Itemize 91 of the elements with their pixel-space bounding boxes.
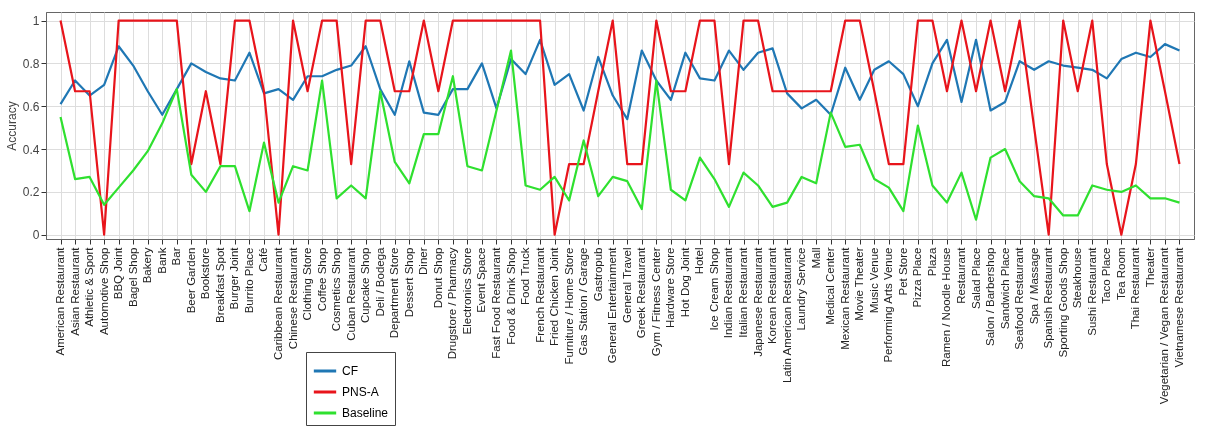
- x-tick-label: Deli / Bodega: [373, 246, 386, 317]
- x-tick-label: Spa / Massage: [1027, 247, 1040, 325]
- x-tick-label: Bar: [170, 247, 183, 266]
- x-tick-label: Restaurant: [954, 246, 967, 304]
- x-tick-label: Hot Dog Joint: [678, 246, 691, 318]
- x-tick-label: Thai Restaurant: [1129, 246, 1142, 330]
- x-tick-label: Sporting Goods Shop: [1056, 247, 1069, 358]
- x-tick-label: Bakery: [141, 247, 154, 284]
- x-tick-label: Electronics Store: [460, 247, 473, 335]
- x-tick-label: Plaza: [925, 246, 938, 277]
- x-tick-label: Cuban Restaurant: [344, 246, 357, 341]
- x-tick-label: Movie Theater: [853, 247, 866, 321]
- x-tick-label: Tea Room: [1114, 247, 1127, 300]
- x-tick-label: Italian Restaurant: [737, 246, 750, 338]
- x-tick-label: General Travel: [620, 247, 633, 323]
- x-tick-label: Theater: [1143, 247, 1156, 288]
- x-tick-label: Diner: [417, 247, 430, 275]
- x-tick-label: Clothing Store: [301, 247, 314, 321]
- y-tick-label: 0.6: [22, 99, 40, 114]
- x-tick-label: Gastropub: [591, 247, 604, 302]
- x-tick-label: Mexican Restaurant: [838, 246, 851, 350]
- x-tick-label: Salon / Barbershop: [984, 247, 997, 346]
- x-tick-label: Burrito Place: [242, 247, 255, 314]
- x-tick-label: French Restaurant: [533, 246, 546, 343]
- legend-label: PNS-A: [342, 385, 379, 399]
- x-tick-label: Department Store: [388, 247, 401, 339]
- x-tick-label: Vietnamese Restaurant: [1172, 246, 1185, 368]
- x-tick-label: Donut Shop: [431, 247, 444, 309]
- y-tick-label: 0.8: [22, 56, 40, 71]
- x-tick-label: Steakhouse: [1071, 247, 1084, 309]
- x-tick-label: Bank: [155, 247, 168, 274]
- y-tick-label: 1: [32, 14, 40, 29]
- x-tick-label: Cupcake Shop: [359, 247, 372, 323]
- x-tick-label: Ramen / Noodle House: [940, 247, 953, 368]
- x-tick-label: Event Space: [475, 247, 488, 313]
- x-tick-label: Fast Food Restaurant: [489, 246, 502, 359]
- line-series: [59, 19, 1181, 236]
- legend-label: CF: [342, 364, 358, 378]
- x-tick-label: Burger Joint: [228, 246, 241, 310]
- x-tick-label: Sandwich Place: [998, 247, 1011, 330]
- x-tick-label: Latin American Restaurant: [780, 246, 793, 384]
- x-tick-label: Korean Restaurant: [766, 246, 779, 345]
- x-tick-label: Laundry Service: [795, 247, 808, 331]
- x-tick-label: Gym / Fitness Center: [649, 247, 662, 357]
- x-tick-label: Greek Restaurant: [635, 246, 648, 339]
- x-tick-label: Automotive Shop: [97, 247, 110, 336]
- x-tick-label: Mall: [809, 247, 822, 269]
- x-tick-label: Hotel: [693, 247, 706, 275]
- x-tick-label: Fried Chicken Joint: [548, 246, 561, 346]
- x-tick-label: Beer Garden: [184, 247, 197, 314]
- x-tick-label: Ice Cream Shop: [707, 247, 720, 331]
- x-tick-label: Caribbean Restaurant: [272, 246, 285, 361]
- x-tick-label: General Entertainment: [606, 246, 619, 364]
- x-tick-label: Drugstore / Pharmacy: [446, 247, 459, 360]
- x-tick-label: Sushi Restaurant: [1085, 246, 1098, 336]
- x-tick-label: American Restaurant: [54, 246, 67, 356]
- y-tick-label: 0.2: [22, 185, 40, 200]
- x-tick-label: Asian Restaurant: [68, 246, 81, 336]
- x-tick-label: Dessert Shop: [402, 247, 415, 318]
- x-tick-label: Athletic & Sport: [83, 246, 96, 327]
- x-tick-label: Bagel Shop: [126, 247, 139, 307]
- x-tick-label: Gas Station / Garage: [577, 247, 590, 356]
- x-tick-label: Cosmetics Shop: [330, 247, 343, 332]
- x-tick-label: Music Venue: [867, 247, 880, 314]
- x-tick-label: Café: [257, 247, 270, 272]
- x-tick-label: Coffee Shop: [315, 247, 328, 312]
- y-axis-title: Accuracy: [4, 101, 19, 151]
- x-tick-label: Salad Place: [969, 247, 982, 309]
- x-tick-label: Spanish Restaurant: [1042, 246, 1055, 349]
- x-tick-label: Japanese Restaurant: [751, 246, 764, 357]
- line-series: [59, 38, 1181, 121]
- x-tick-label: Seafood Restaurant: [1013, 246, 1026, 350]
- x-tick-label: Chinese Restaurant: [286, 246, 299, 350]
- x-tick-label: Performing Arts Venue: [882, 247, 895, 363]
- y-tick-label: 0: [32, 228, 40, 243]
- x-tick-label: Food & Drink Shop: [504, 247, 517, 345]
- x-tick-label: Taco Place: [1100, 247, 1113, 304]
- x-tick-label: Food Truck: [519, 247, 532, 306]
- x-tick-label: Pet Store: [896, 247, 909, 296]
- y-tick-label: 0.4: [22, 142, 40, 157]
- x-tick-label: Indian Restaurant: [722, 246, 735, 339]
- x-tick-label: Breakfast Spot: [213, 246, 226, 323]
- x-tick-label: Furniture / Home Store: [562, 247, 575, 365]
- x-tick-label: BBQ Joint: [112, 246, 125, 300]
- x-tick-label: Bookstore: [199, 247, 212, 300]
- x-tick-label: Vegetarian / Vegan Restaurant: [1158, 246, 1171, 405]
- x-tick-label: Pizza Place: [911, 247, 924, 308]
- legend-label: Baseline: [342, 406, 389, 420]
- line-series: [59, 49, 1181, 221]
- x-tick-label: Hardware Store: [664, 247, 677, 329]
- x-tick-label: Medical Center: [824, 247, 837, 325]
